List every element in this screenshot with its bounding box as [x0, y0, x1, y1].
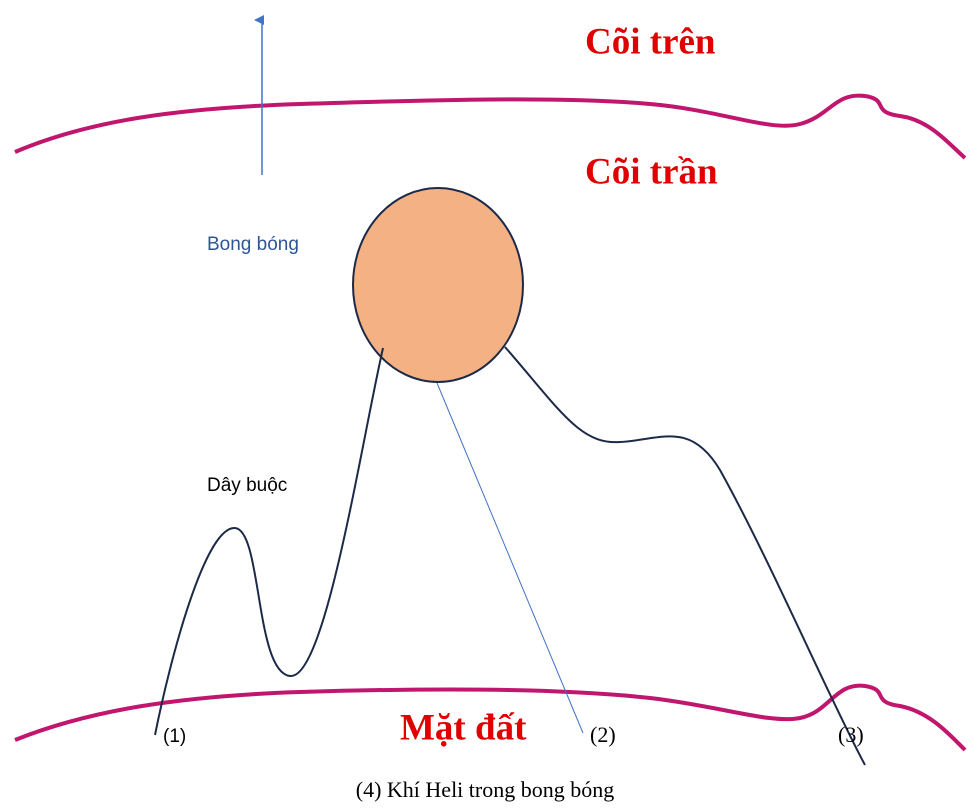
tether-label: Dây buộc — [207, 475, 287, 496]
upper-boundary — [15, 96, 965, 158]
upper-realm-label: Cõi trên — [585, 21, 716, 62]
point-label: (2) — [590, 722, 616, 747]
ground-label: Mặt đất — [400, 707, 527, 748]
diagram: Cõi trên Cõi trần Bong bóng Dây buộc (1)… — [0, 0, 970, 812]
tether-1 — [155, 348, 383, 735]
earthly-realm-label: Cõi trần — [585, 151, 718, 192]
balloon — [353, 188, 523, 382]
caption: (4) Khí Heli trong bong bóng — [356, 777, 614, 802]
balloon-label: Bong bóng — [207, 234, 299, 255]
tether-2 — [437, 383, 583, 733]
point-label: (1) — [163, 726, 186, 747]
point-label: (3) — [838, 722, 864, 747]
